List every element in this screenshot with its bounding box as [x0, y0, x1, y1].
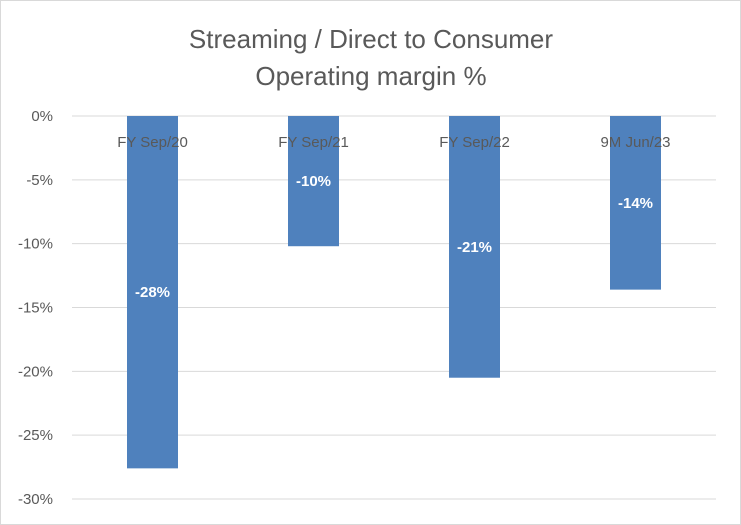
x-tick-label: FY Sep/21 [278, 134, 349, 151]
x-tick-label: FY Sep/22 [439, 134, 510, 151]
bar [610, 116, 661, 290]
data-label: -10% [296, 173, 331, 190]
y-tick-label: -15% [18, 300, 53, 317]
bar [288, 116, 339, 247]
y-tick-label: -10% [18, 236, 53, 253]
data-label: -14% [618, 195, 653, 212]
data-label: -28% [135, 284, 170, 301]
x-tick-label: 9M Jun/23 [600, 134, 670, 151]
y-tick-label: 0% [31, 108, 53, 125]
chart-title-line-1: Streaming / Direct to Consumer [189, 24, 553, 54]
chart-title-line-2: Operating margin % [255, 61, 486, 91]
y-tick-label: -20% [18, 363, 53, 380]
y-tick-label: -30% [18, 491, 53, 508]
y-tick-label: -25% [18, 427, 53, 444]
bar [127, 116, 178, 469]
y-tick-label: -5% [26, 172, 53, 189]
data-label: -21% [457, 239, 492, 256]
x-tick-label: FY Sep/20 [117, 134, 188, 151]
bar [449, 116, 500, 378]
